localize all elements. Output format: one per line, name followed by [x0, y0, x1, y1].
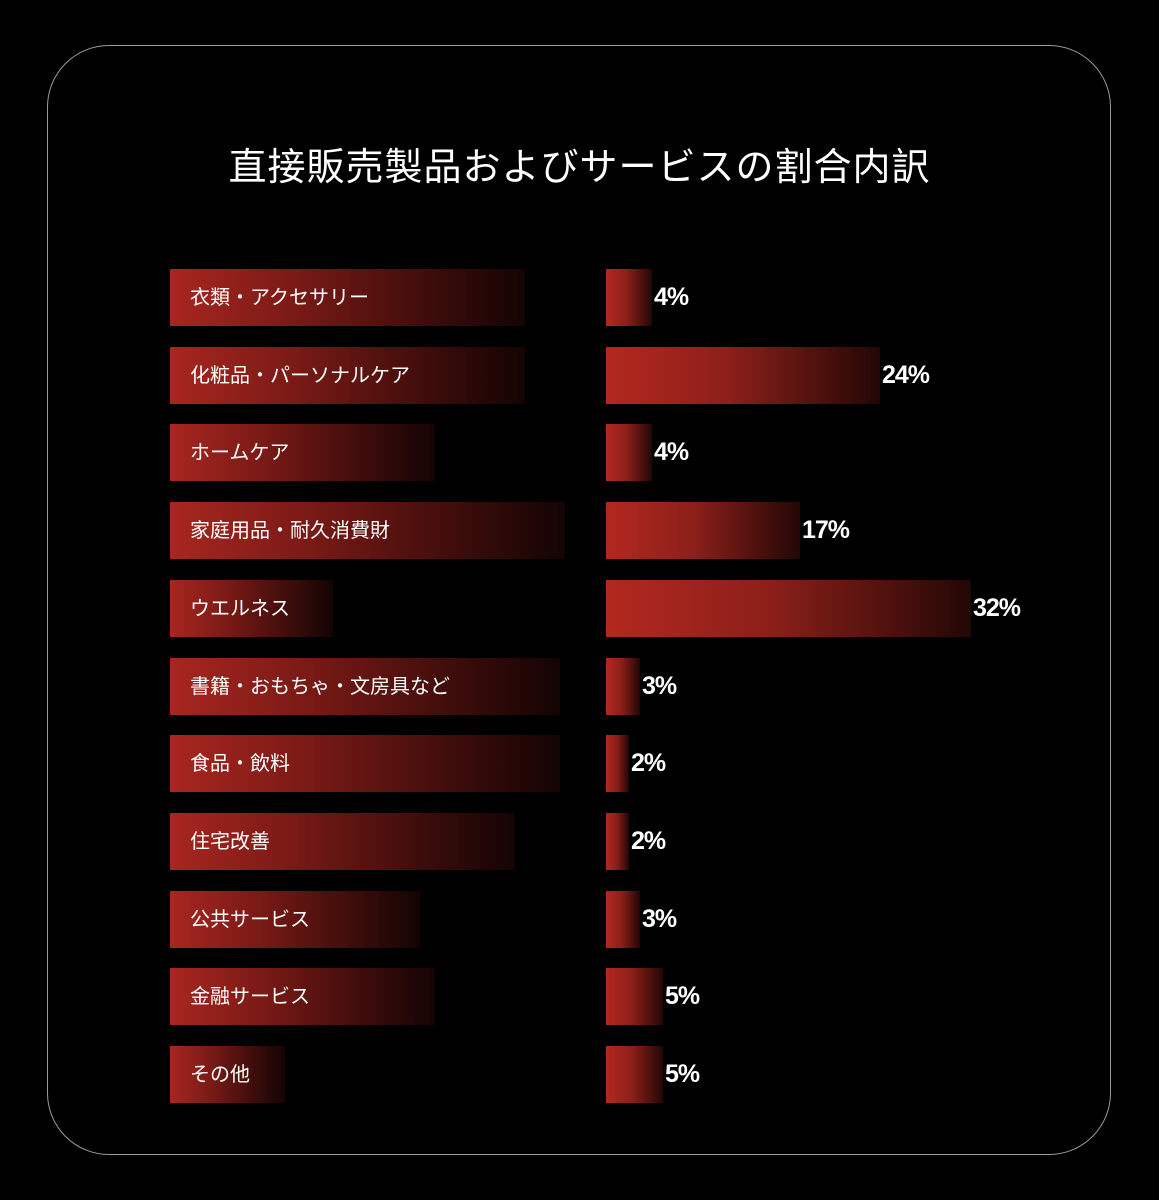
bar: [606, 424, 652, 481]
value-label: 32%: [973, 594, 1021, 622]
category-label: 金融サービス: [190, 984, 310, 1008]
bar: [606, 347, 880, 404]
category-label-box: 化粧品・パーソナルケア: [170, 347, 525, 404]
bar-row: 食品・飲料 2%: [0, 735, 1159, 792]
value-label: 17%: [802, 516, 850, 544]
bar: [606, 891, 640, 948]
bar: [606, 735, 629, 792]
category-label: その他: [190, 1062, 250, 1086]
category-label-box: 住宅改善: [170, 813, 515, 870]
category-label-box: 書籍・おもちゃ・文房具など: [170, 658, 560, 715]
value-label: 2%: [631, 749, 666, 777]
bar-row: その他 5%: [0, 1046, 1159, 1103]
chart-frame: [47, 45, 1111, 1155]
bar: [606, 968, 663, 1025]
bar-row: ホームケア 4%: [0, 424, 1159, 481]
bar: [606, 813, 629, 870]
bar-row: 金融サービス 5%: [0, 968, 1159, 1025]
bar-row: 衣類・アクセサリー 4%: [0, 269, 1159, 326]
value-label: 2%: [631, 827, 666, 855]
category-label: ウエルネス: [190, 596, 290, 620]
value-label: 5%: [665, 1060, 700, 1088]
category-label: 住宅改善: [190, 829, 270, 853]
category-label-box: 公共サービス: [170, 891, 420, 948]
category-label-box: 食品・飲料: [170, 735, 560, 792]
category-label: 化粧品・パーソナルケア: [190, 363, 410, 387]
category-label-box: 衣類・アクセサリー: [170, 269, 525, 326]
bar: [606, 1046, 663, 1103]
bar: [606, 269, 652, 326]
value-label: 3%: [642, 905, 677, 933]
bar: [606, 580, 971, 637]
category-label-box: 金融サービス: [170, 968, 435, 1025]
category-label-box: 家庭用品・耐久消費財: [170, 502, 565, 559]
bar-row: 住宅改善 2%: [0, 813, 1159, 870]
category-label: 食品・飲料: [190, 751, 290, 775]
value-label: 24%: [882, 361, 930, 389]
value-label: 5%: [665, 982, 700, 1010]
value-label: 3%: [642, 672, 677, 700]
bar: [606, 658, 640, 715]
category-label: 衣類・アクセサリー: [190, 285, 369, 309]
bar-row: 公共サービス 3%: [0, 891, 1159, 948]
category-label-box: ホームケア: [170, 424, 435, 481]
chart-title: 直接販売製品およびサービスの割合内訳: [228, 145, 931, 189]
bar-row: 家庭用品・耐久消費財 17%: [0, 502, 1159, 559]
bar-row: 化粧品・パーソナルケア 24%: [0, 347, 1159, 404]
value-label: 4%: [654, 438, 689, 466]
bar: [606, 502, 800, 559]
value-label: 4%: [654, 283, 689, 311]
category-label: 家庭用品・耐久消費財: [190, 518, 390, 542]
category-label-box: その他: [170, 1046, 285, 1103]
bar-row: 書籍・おもちゃ・文房具など 3%: [0, 658, 1159, 715]
bar-row: ウエルネス 32%: [0, 580, 1159, 637]
category-label-box: ウエルネス: [170, 580, 333, 637]
category-label: 書籍・おもちゃ・文房具など: [190, 674, 450, 698]
category-label: ホームケア: [190, 440, 290, 464]
category-label: 公共サービス: [190, 907, 310, 931]
